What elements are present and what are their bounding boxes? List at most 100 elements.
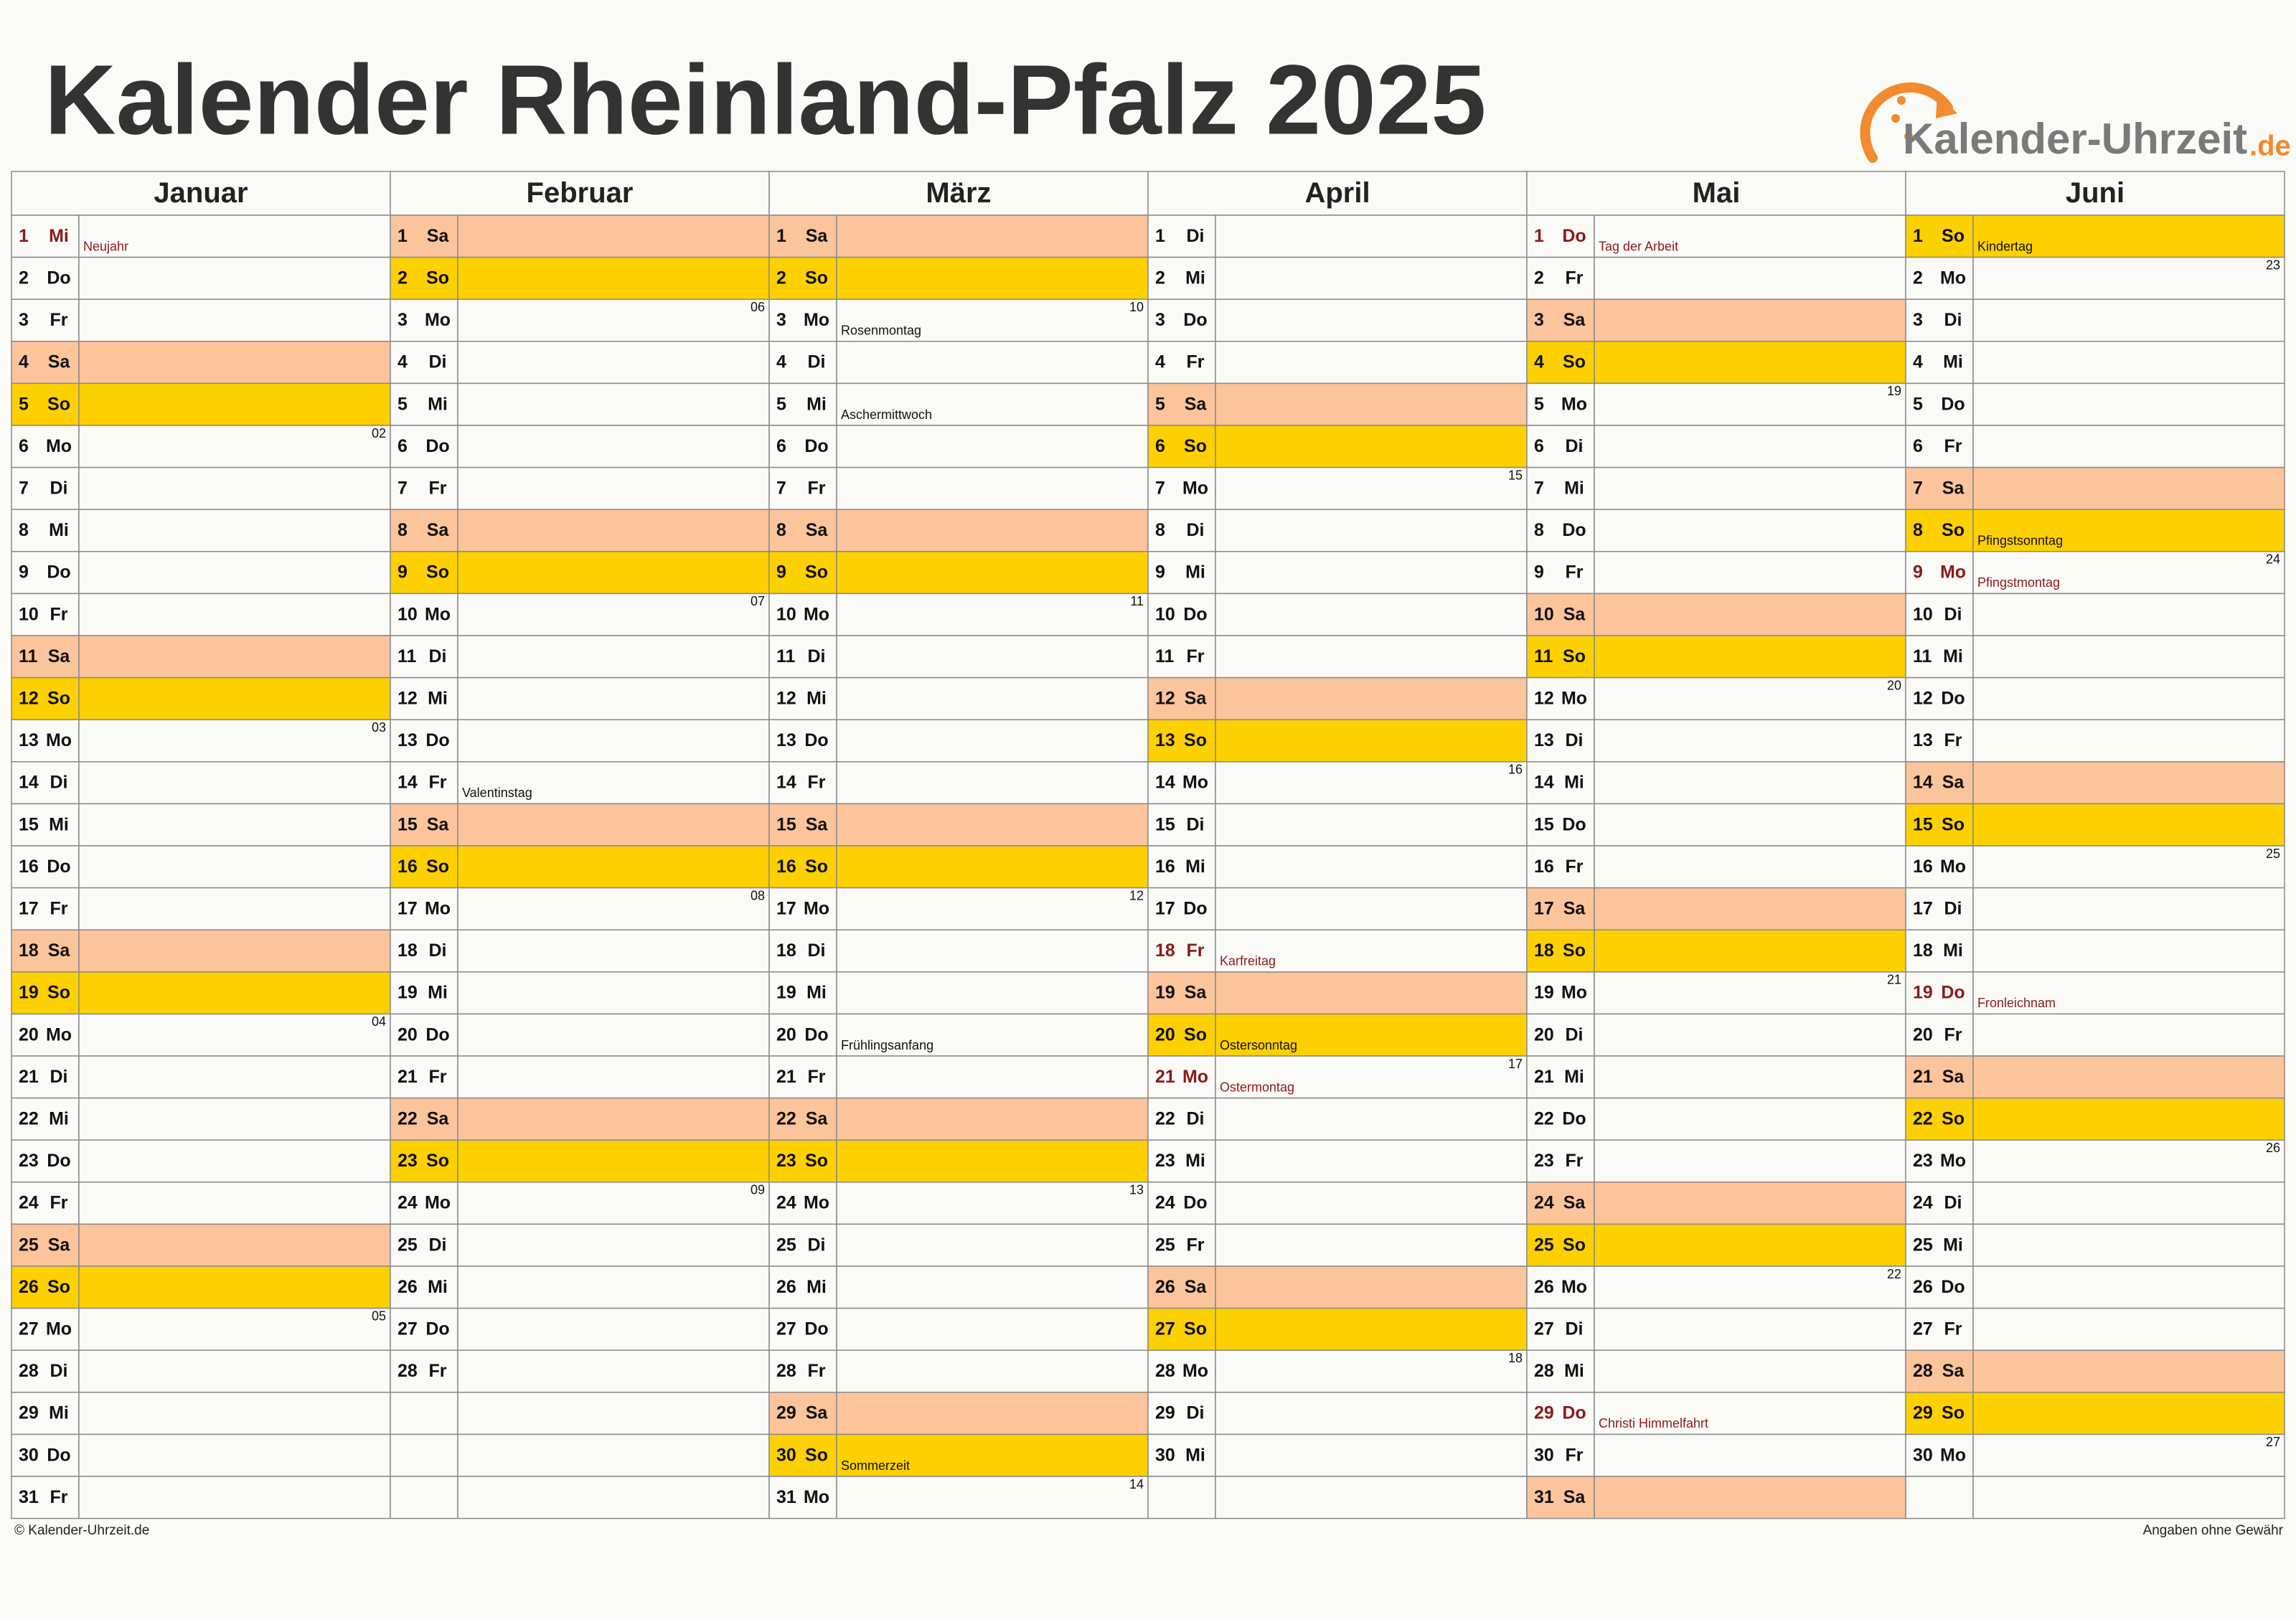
entry-cell bbox=[1215, 256, 1528, 300]
entry-cell bbox=[1215, 509, 1528, 552]
entry-cell bbox=[1972, 761, 2285, 805]
day-cell bbox=[1905, 1349, 1974, 1393]
entry-cell bbox=[457, 1013, 770, 1057]
entry-cell bbox=[1215, 1097, 1528, 1141]
weekday: Sa bbox=[806, 814, 829, 834]
entry-cell bbox=[78, 635, 391, 679]
day-number: 12 bbox=[19, 689, 39, 709]
day-cell bbox=[390, 1223, 458, 1267]
day-cell bbox=[1905, 509, 1974, 552]
weekday: Do bbox=[1941, 394, 1965, 414]
day-cell bbox=[768, 1307, 837, 1351]
weekday: Do bbox=[1562, 226, 1586, 246]
entry-cell bbox=[457, 341, 770, 385]
day-number: 19 bbox=[1534, 983, 1554, 1003]
day-number: 13 bbox=[1534, 730, 1554, 750]
day-cell bbox=[11, 425, 80, 468]
day-cell bbox=[768, 298, 837, 342]
day-number: 25 bbox=[1155, 1235, 1175, 1255]
entry-cell bbox=[457, 298, 770, 342]
day-number: 14 bbox=[1534, 773, 1554, 793]
day-cell bbox=[1147, 1013, 1216, 1057]
weekday: Fr bbox=[808, 1361, 826, 1381]
weekday: Fr bbox=[1187, 1235, 1205, 1255]
day-number: 19 bbox=[1913, 983, 1933, 1003]
day-number: 4 bbox=[397, 352, 408, 372]
day-cell bbox=[1147, 676, 1216, 720]
weekday: Fr bbox=[808, 773, 826, 793]
entry-cell bbox=[78, 551, 391, 595]
weekday: Do bbox=[47, 857, 70, 877]
day-number: 6 bbox=[1534, 436, 1544, 456]
entry-cell bbox=[1215, 1349, 1528, 1393]
weekday: So bbox=[1563, 940, 1586, 961]
weekday: Mo bbox=[1940, 1445, 1966, 1465]
entry-cell bbox=[1594, 1307, 1906, 1351]
day-number: 5 bbox=[1913, 394, 1923, 414]
entry-cell bbox=[1594, 1476, 1906, 1519]
day-number: 8 bbox=[19, 520, 29, 540]
day-number: 8 bbox=[776, 520, 786, 540]
week-number: 20 bbox=[1887, 678, 1901, 692]
day-number: 18 bbox=[776, 940, 796, 961]
month-header-cell bbox=[11, 171, 391, 216]
day-number: 6 bbox=[1913, 436, 1923, 456]
day-number: 5 bbox=[397, 394, 408, 414]
day-cell bbox=[1526, 1097, 1595, 1141]
entry-cell bbox=[836, 719, 1149, 763]
week-number: 08 bbox=[751, 888, 765, 902]
month-name: Mai bbox=[1693, 177, 1741, 209]
note: Valentinstag bbox=[462, 786, 532, 800]
day-number: 18 bbox=[1534, 940, 1554, 961]
day-cell bbox=[1526, 845, 1595, 889]
weekday: Fr bbox=[1187, 646, 1205, 666]
day-number: 17 bbox=[19, 899, 39, 919]
entry-cell bbox=[1594, 1013, 1906, 1057]
day-number: 7 bbox=[1913, 478, 1923, 499]
entry-cell bbox=[836, 1476, 1149, 1519]
weekday: So bbox=[805, 857, 828, 877]
day-cell bbox=[1526, 214, 1595, 258]
day-number: 6 bbox=[397, 436, 408, 456]
entry-cell bbox=[836, 214, 1149, 258]
weekday: So bbox=[426, 268, 449, 288]
day-number: 9 bbox=[19, 562, 29, 583]
entry-cell bbox=[78, 719, 391, 763]
day-number: 5 bbox=[1155, 394, 1165, 414]
weekday: Do bbox=[425, 1319, 449, 1339]
weekday: Sa bbox=[48, 646, 71, 666]
logo-arc bbox=[1860, 82, 1953, 163]
entry-cell bbox=[1215, 1182, 1528, 1225]
entry-cell bbox=[836, 1223, 1149, 1267]
weekday: Mi bbox=[1943, 940, 1963, 961]
day-number: 15 bbox=[1913, 814, 1933, 834]
weekday: Do bbox=[1183, 1193, 1207, 1213]
entry-cell bbox=[836, 929, 1149, 973]
weekday: So bbox=[1563, 352, 1586, 372]
weekday: Mi bbox=[1185, 268, 1205, 288]
weekday: So bbox=[805, 1151, 828, 1171]
day-number: 17 bbox=[1155, 899, 1175, 919]
weekday: Sa bbox=[1942, 478, 1965, 499]
week-number: 07 bbox=[751, 594, 765, 608]
day-cell bbox=[1147, 1349, 1216, 1393]
entry-cell bbox=[1594, 635, 1906, 679]
day-number: 9 bbox=[1534, 562, 1544, 583]
weekday: Sa bbox=[1942, 1361, 1965, 1381]
day-cell bbox=[1526, 425, 1595, 468]
day-cell bbox=[1526, 551, 1595, 595]
day-number: 9 bbox=[1155, 562, 1165, 583]
weekday: Mo bbox=[1940, 268, 1966, 288]
entry-cell bbox=[836, 551, 1149, 595]
weekday: Di bbox=[1566, 730, 1584, 750]
day-number: 12 bbox=[776, 689, 796, 709]
day-cell bbox=[1526, 509, 1595, 552]
day-number: 17 bbox=[776, 899, 796, 919]
entry-cell bbox=[457, 1307, 770, 1351]
entry-cell bbox=[1972, 1223, 2285, 1267]
weekday: Do bbox=[804, 436, 828, 456]
weekday: Fr bbox=[1566, 1445, 1584, 1465]
day-number: 21 bbox=[1913, 1067, 1933, 1087]
day-number: 16 bbox=[1913, 857, 1933, 877]
day-cell bbox=[1526, 1139, 1595, 1183]
